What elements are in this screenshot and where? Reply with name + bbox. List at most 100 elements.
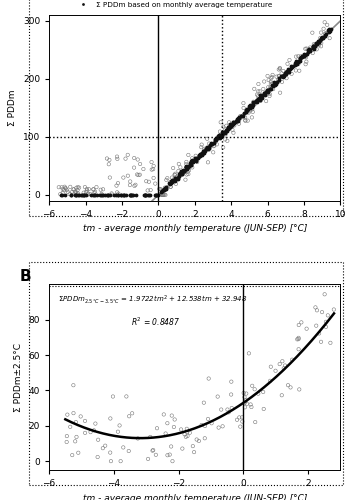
Point: [299, 54, 305, 62]
Point: [217, 132, 222, 140]
Point: [153, 191, 158, 199]
Point: [318, 35, 324, 43]
Point: [254, 90, 260, 98]
Point: [249, 102, 254, 110]
Point: [165, 174, 170, 182]
Point: [243, 106, 249, 114]
Point: [85, 190, 91, 198]
Point: [276, 66, 282, 74]
Point: [100, 186, 106, 194]
Point: [65, 188, 71, 196]
Point: [226, 123, 232, 131]
Point: [145, 455, 151, 463]
Point: [167, 450, 173, 458]
Text: $\mathit{\Sigma PDDm_{2.5°C\/-3.5°C}}$ = 1.9722$\mathit{tm}^2$ + 12.538$\mathit{: $\mathit{\Sigma PDDm_{2.5°C\/-3.5°C}}$ =…: [58, 294, 247, 306]
Point: [262, 90, 268, 98]
Point: [303, 45, 308, 53]
Point: [109, 190, 114, 198]
Point: [223, 136, 228, 143]
Point: [302, 51, 308, 59]
Point: [257, 88, 263, 96]
Point: [183, 160, 189, 168]
Point: [187, 160, 193, 168]
Point: [63, 191, 68, 199]
Point: [266, 88, 271, 96]
Point: [304, 324, 310, 332]
Point: [259, 94, 265, 102]
Point: [249, 403, 254, 411]
Point: [190, 158, 195, 166]
Point: [73, 191, 79, 199]
Point: [185, 163, 191, 171]
Point: [210, 148, 216, 156]
Point: [137, 170, 143, 178]
Point: [160, 187, 166, 195]
Point: [319, 308, 325, 316]
Point: [281, 72, 287, 80]
Point: [262, 91, 267, 99]
Point: [222, 126, 228, 134]
Point: [244, 108, 249, 116]
Point: [307, 46, 313, 54]
Point: [163, 430, 168, 438]
Point: [126, 412, 132, 420]
Point: [251, 100, 256, 108]
Point: [250, 98, 256, 106]
Point: [249, 102, 254, 110]
Point: [213, 136, 218, 143]
Point: [151, 162, 157, 170]
Point: [115, 191, 120, 199]
Point: [231, 129, 236, 137]
Point: [229, 404, 234, 412]
Point: [204, 143, 209, 151]
Point: [81, 191, 87, 199]
Point: [277, 360, 283, 368]
Point: [163, 184, 169, 192]
Point: [72, 191, 78, 199]
Point: [244, 390, 249, 398]
Point: [259, 92, 265, 100]
Point: [211, 139, 216, 147]
Point: [186, 163, 191, 171]
Point: [127, 191, 133, 199]
Point: [165, 451, 170, 459]
Point: [292, 58, 298, 66]
Point: [237, 114, 242, 122]
Point: [249, 102, 254, 110]
Point: [293, 66, 299, 74]
Point: [100, 444, 106, 452]
Point: [141, 165, 146, 173]
Point: [180, 168, 185, 176]
Point: [205, 415, 211, 423]
Point: [129, 410, 135, 418]
Point: [322, 31, 327, 39]
Y-axis label: Σ PDDm: Σ PDDm: [8, 90, 17, 126]
Point: [259, 92, 265, 100]
Point: [170, 164, 176, 172]
Point: [189, 154, 195, 162]
Point: [313, 40, 319, 48]
Point: [162, 184, 168, 192]
Point: [158, 191, 164, 199]
Point: [216, 132, 221, 140]
Point: [121, 174, 126, 182]
Point: [201, 148, 207, 156]
Point: [311, 43, 317, 51]
Point: [118, 457, 124, 465]
Point: [167, 178, 173, 186]
Point: [303, 60, 309, 68]
Point: [264, 88, 269, 96]
Point: [312, 42, 318, 50]
Point: [198, 143, 204, 151]
Point: [176, 172, 181, 180]
Point: [245, 107, 251, 115]
Point: [299, 52, 305, 60]
Point: [243, 106, 248, 114]
Point: [218, 132, 224, 140]
Point: [250, 106, 255, 114]
Point: [171, 423, 177, 431]
Point: [169, 176, 174, 184]
Point: [249, 114, 255, 122]
Point: [92, 189, 97, 197]
Point: [266, 76, 271, 84]
